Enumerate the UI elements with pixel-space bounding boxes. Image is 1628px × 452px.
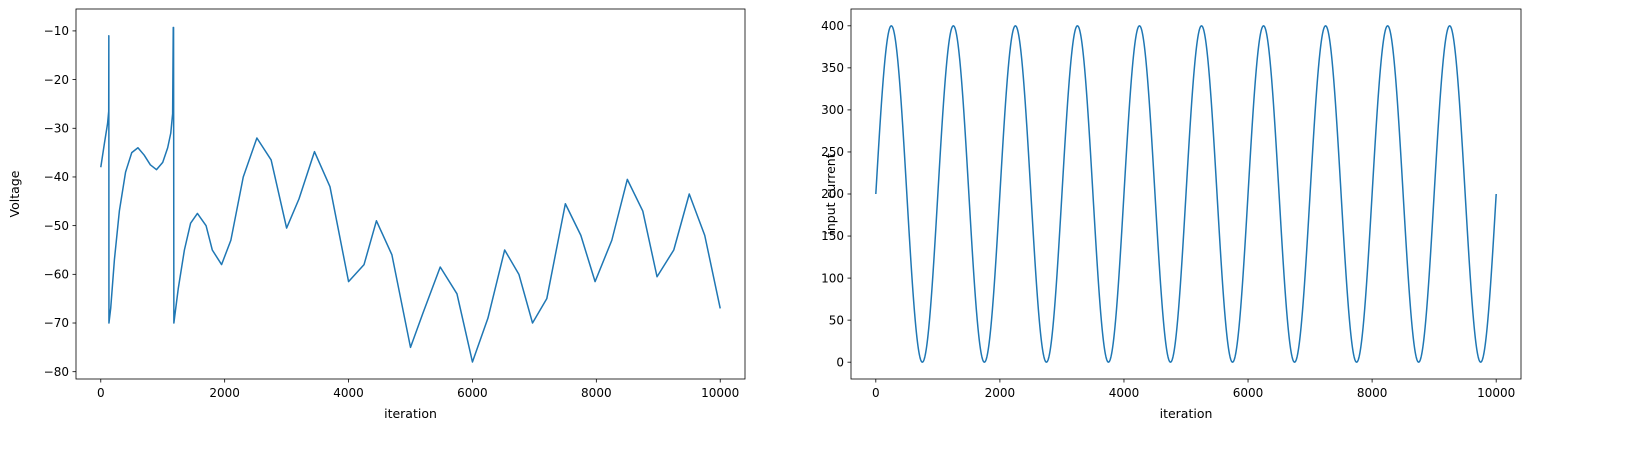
current-x-axis-label: iteration bbox=[1160, 406, 1213, 421]
current-y-axis-label: input current bbox=[823, 153, 838, 234]
current-y-tick-label: 150 bbox=[821, 229, 844, 243]
current-x-tick-label: 6000 bbox=[1233, 386, 1264, 400]
voltage-y-tick-label: −60 bbox=[44, 268, 69, 282]
input-current-chart: 0 2000 4000 6000 8000 10000 0 50 100 150 200 250 300… bbox=[821, 8, 1522, 421]
voltage-y-tick-label: −80 bbox=[44, 365, 69, 379]
voltage-x-tick-label: 0 bbox=[97, 386, 105, 400]
voltage-y-tick-label: −70 bbox=[44, 316, 69, 330]
voltage-y-tick-label: −40 bbox=[44, 170, 69, 184]
current-x-tick-label: 0 bbox=[872, 386, 880, 400]
voltage-x-tick-label: 8000 bbox=[581, 386, 612, 400]
current-y-tick-label: 400 bbox=[821, 19, 844, 33]
voltage-series-line bbox=[100, 26, 721, 363]
current-y-tick-label: 0 bbox=[836, 355, 844, 369]
current-y-tick-label: 100 bbox=[821, 271, 844, 285]
voltage-y-tick-label: −10 bbox=[44, 24, 69, 38]
current-x-tick-label: 8000 bbox=[1357, 386, 1388, 400]
current-y-tick-label: 250 bbox=[821, 145, 844, 159]
current-y-tick-label: 300 bbox=[821, 103, 844, 117]
voltage-x-tick-label: 10000 bbox=[701, 386, 739, 400]
current-y-tick-label: 50 bbox=[829, 313, 844, 327]
current-series-line bbox=[875, 25, 1497, 363]
voltage-axes-frame bbox=[75, 8, 746, 380]
voltage-y-axis-label: Voltage bbox=[7, 170, 22, 217]
voltage-x-axis-label: iteration bbox=[384, 406, 437, 421]
current-x-tick-label: 4000 bbox=[1109, 386, 1140, 400]
voltage-x-tick-label: 4000 bbox=[333, 386, 364, 400]
voltage-chart: 0 2000 4000 6000 8000 10000 −80 −70 −60 −50 −40 −30… bbox=[7, 8, 746, 421]
voltage-y-tick-label: −50 bbox=[44, 219, 69, 233]
current-x-tick-label: 10000 bbox=[1477, 386, 1515, 400]
voltage-y-tick-label: −30 bbox=[44, 121, 69, 135]
current-y-tick-label: 350 bbox=[821, 61, 844, 75]
voltage-x-tick-label: 2000 bbox=[209, 386, 240, 400]
current-y-tick-label: 200 bbox=[821, 187, 844, 201]
voltage-x-tick-label: 6000 bbox=[457, 386, 488, 400]
voltage-y-tick-label: −20 bbox=[44, 73, 69, 87]
current-x-tick-label: 2000 bbox=[985, 386, 1016, 400]
